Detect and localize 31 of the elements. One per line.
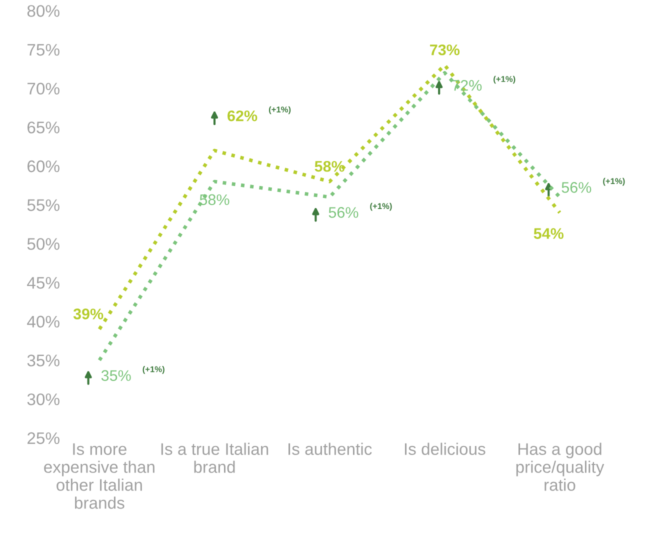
y-tick-label: 65% [28,122,60,134]
y-tick-label: 30% [27,393,60,406]
data-label: 39% [73,308,104,320]
x-tick-label: Has a good price/quality ratio [516,442,604,491]
annotation: (+1%) [603,178,625,186]
data-label: 58% [200,194,230,206]
data-label: 56% [562,182,592,193]
x-tick-label: Is a true Italian brand [161,442,268,473]
data-label: 56% [328,207,358,218]
annotation: (+1%) [142,366,164,374]
x-tick-label: Is delicious [404,442,486,455]
y-tick-label: 40% [27,316,60,328]
data-label: 54% [534,228,564,239]
data-label: 73% [430,44,460,56]
x-tick-label: Is authentic [288,442,372,455]
data-label: 35% [101,370,131,381]
annotation: (+1%) [370,202,392,211]
y-tick-label: 75% [28,44,60,56]
data-label: 58% [314,160,344,172]
y-tick-label: 60% [28,160,60,172]
y-tick-label: 70% [28,82,60,95]
annotation: (+1%) [268,106,291,114]
data-label: 62% [228,110,258,122]
annotation: (+1%) [494,76,516,84]
y-tick-label: 35% [27,354,60,366]
y-tick-label: 55% [27,199,60,212]
y-tick-label: 80% [27,5,60,17]
y-tick-label: 25% [28,432,60,444]
x-tick-label: Is more expensive than other Italian brands [44,443,154,509]
y-tick-label: 45% [27,277,60,289]
y-tick-label: 50% [27,238,60,250]
